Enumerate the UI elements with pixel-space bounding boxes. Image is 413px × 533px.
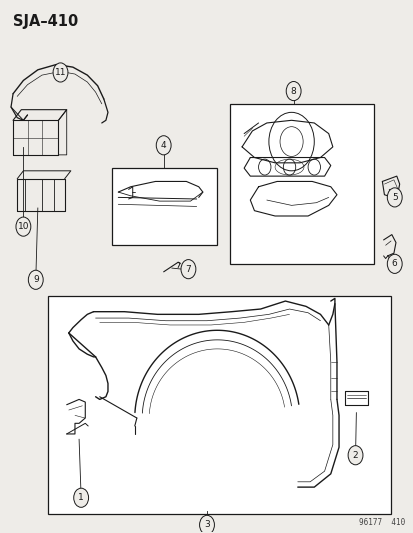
Bar: [229, 104, 373, 264]
Bar: [48, 296, 390, 514]
Circle shape: [156, 136, 171, 155]
Text: 3: 3: [204, 520, 209, 529]
Circle shape: [16, 217, 31, 236]
Text: 5: 5: [391, 193, 396, 202]
Text: 10: 10: [18, 222, 29, 231]
Circle shape: [387, 188, 401, 207]
Circle shape: [285, 82, 300, 101]
Text: 6: 6: [391, 260, 396, 268]
Text: SJA–410: SJA–410: [13, 14, 78, 29]
Text: 9: 9: [33, 275, 38, 284]
Circle shape: [180, 260, 195, 279]
Bar: [112, 168, 217, 245]
Text: 4: 4: [161, 141, 166, 150]
Text: 1: 1: [78, 493, 84, 502]
Text: 2: 2: [352, 451, 358, 460]
Circle shape: [387, 254, 401, 273]
Text: 8: 8: [290, 86, 296, 95]
Circle shape: [28, 270, 43, 289]
Circle shape: [74, 488, 88, 507]
Text: 96177  410: 96177 410: [358, 518, 404, 527]
Circle shape: [199, 515, 214, 533]
Circle shape: [53, 63, 68, 82]
Circle shape: [347, 446, 362, 465]
Text: 11: 11: [55, 68, 66, 77]
Text: 7: 7: [185, 265, 191, 273]
